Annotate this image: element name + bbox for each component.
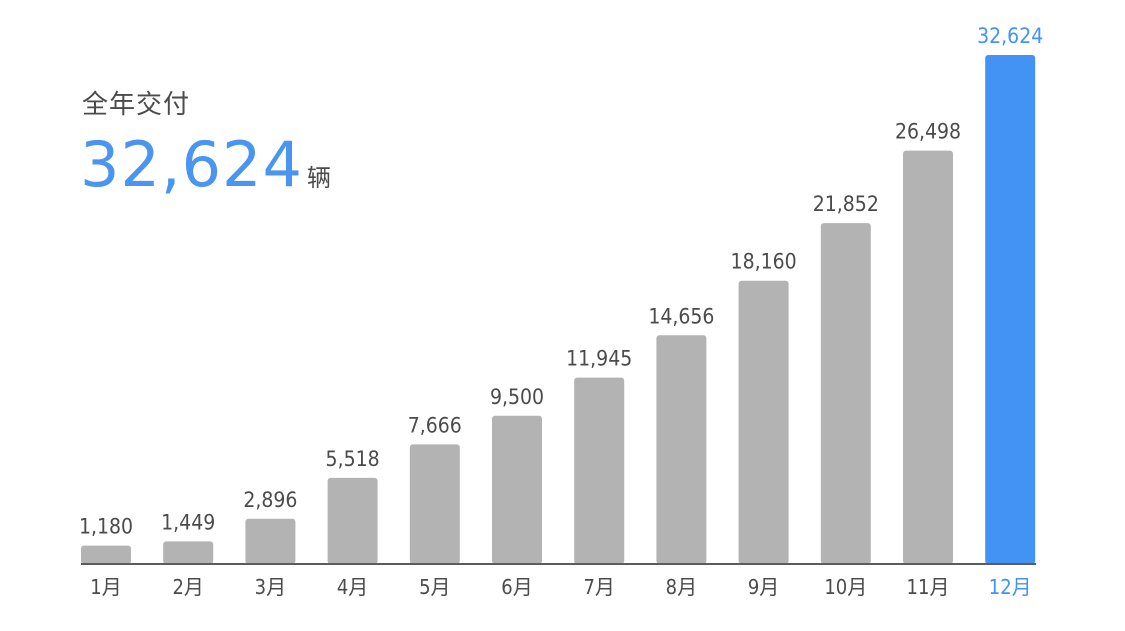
- bar-7月: [574, 377, 625, 564]
- value-label-10月: 21,852: [813, 192, 879, 216]
- bar-9月: [738, 280, 789, 564]
- category-label-10月: 10月: [824, 575, 867, 599]
- value-label-9月: 18,160: [731, 250, 797, 274]
- category-label-7月: 7月: [583, 575, 614, 599]
- category-label-5月: 5月: [419, 575, 450, 599]
- category-label-1月: 1月: [90, 575, 121, 599]
- value-label-7月: 11,945: [566, 347, 632, 371]
- bar-10月: [820, 223, 871, 564]
- bar-6月: [492, 415, 542, 564]
- category-label-2月: 2月: [172, 575, 203, 599]
- bar-11月: [903, 150, 953, 564]
- value-label-12月: 32,624: [977, 24, 1043, 48]
- bar-1月: [81, 545, 131, 564]
- value-label-8月: 14,656: [648, 304, 714, 328]
- value-label-1月: 1,180: [79, 515, 133, 539]
- summary-title: 全年交付: [82, 90, 191, 120]
- value-label-6月: 9,500: [490, 385, 544, 409]
- bars-layer: [81, 55, 1036, 564]
- bar-5月: [409, 444, 460, 564]
- bar-12月: [985, 55, 1036, 564]
- category-label-4月: 4月: [337, 575, 368, 599]
- value-label-2月: 1,449: [161, 510, 215, 534]
- category-label-6月: 6月: [501, 575, 532, 599]
- category-labels-layer: 1月 2月 3月 4月 5月 6月 7月 8月 9月 10月 11月 12月: [90, 575, 1031, 599]
- summary-unit: 辆: [306, 164, 331, 192]
- bar-4月: [327, 477, 378, 564]
- category-label-8月: 8月: [666, 575, 697, 599]
- value-label-11月: 26,498: [895, 120, 961, 144]
- value-labels-layer: 1,180 1,449 2,896 5,518 7,666 9,500 11,945 14,6…: [79, 24, 1043, 539]
- summary-total: 32,624 辆: [80, 128, 331, 201]
- bar-3月: [245, 518, 296, 564]
- category-label-3月: 3月: [255, 575, 286, 599]
- value-label-3月: 2,896: [243, 488, 297, 512]
- category-label-9月: 9月: [748, 575, 779, 599]
- value-label-4月: 5,518: [326, 447, 380, 471]
- summary-value: 32,624: [80, 128, 303, 201]
- bar-2月: [163, 541, 214, 564]
- category-label-12月: 12月: [989, 575, 1032, 599]
- bar-8月: [656, 335, 707, 564]
- value-label-5月: 7,666: [408, 413, 462, 437]
- category-label-11月: 11月: [907, 575, 950, 599]
